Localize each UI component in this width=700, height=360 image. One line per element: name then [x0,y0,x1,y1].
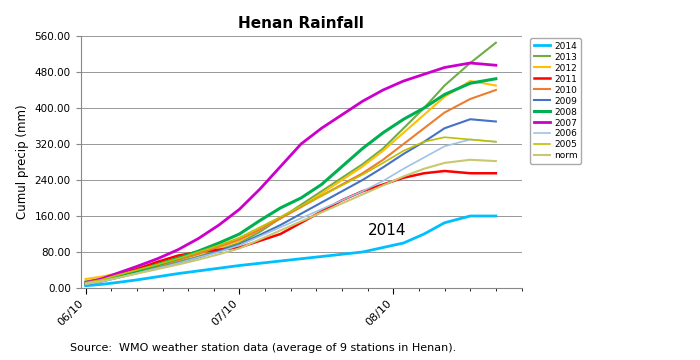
Text: 2014: 2014 [368,223,406,238]
Legend: 2014, 2013, 2012, 2011, 2010, 2009, 2008, 2007, 2006, 2005, norm: 2014, 2013, 2012, 2011, 2010, 2009, 2008… [531,38,581,164]
Text: Source:  WMO weather station data (average of 9 stations in Henan).: Source: WMO weather station data (averag… [70,343,456,353]
Y-axis label: Cumul precip (mm): Cumul precip (mm) [16,105,29,219]
Title: Henan Rainfall: Henan Rainfall [238,16,364,31]
